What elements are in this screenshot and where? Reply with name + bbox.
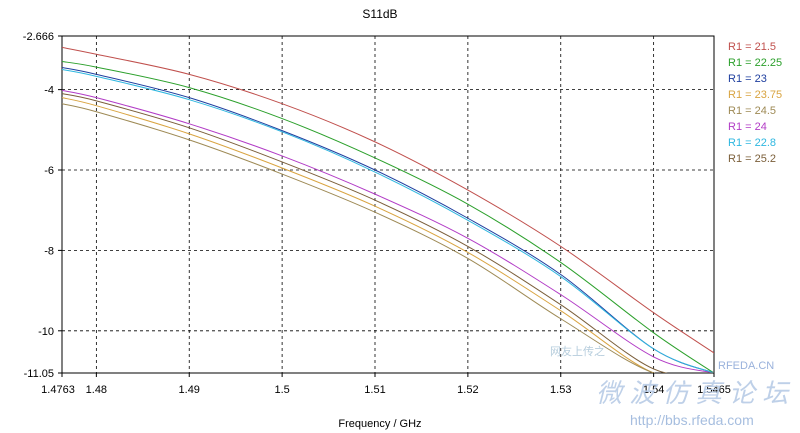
legend-entry: R1 = 23.75 bbox=[728, 89, 782, 101]
series-line-6 bbox=[62, 89, 714, 373]
watermark: 网友上传之 RFEDA.CN 微 波 仿 真 论 坛 http://bbs.rf… bbox=[550, 344, 791, 428]
legend-entry: R1 = 24 bbox=[728, 121, 767, 133]
x-tick-label: 1.5465 bbox=[697, 384, 731, 396]
series-lines bbox=[62, 46, 714, 373]
x-tick-label: 1.49 bbox=[179, 384, 200, 396]
series-line-1 bbox=[62, 46, 714, 354]
y-tick-label: -11.05 bbox=[24, 368, 54, 380]
watermark-line1: 网友上传之 bbox=[550, 344, 605, 358]
y-tick-label: -6 bbox=[44, 165, 54, 177]
y-tick-label: -2.666 bbox=[23, 31, 54, 43]
y-tick-label: -8 bbox=[44, 245, 54, 257]
series-line-5 bbox=[62, 103, 714, 373]
x-tick-label: 1.48 bbox=[86, 384, 107, 396]
x-tick-label: 1.51 bbox=[364, 384, 385, 396]
x-axis-label: Frequency / GHz bbox=[338, 418, 421, 430]
x-tick-label: 1.53 bbox=[550, 384, 571, 396]
legend-entry: R1 = 23 bbox=[728, 73, 767, 85]
legend-entry: R1 = 22.25 bbox=[728, 57, 782, 69]
series-line-2 bbox=[62, 60, 714, 373]
legend-entry: R1 = 25.2 bbox=[728, 153, 776, 165]
x-axis-ticks: 1.4763 1.48 1.49 1.5 1.51 1.52 1.53 1.54 1.5465 bbox=[41, 373, 731, 396]
x-tick-label: 1.52 bbox=[457, 384, 478, 396]
series-line-7 bbox=[62, 69, 714, 373]
legend: R1 = 21.5 R1 = 22.25 R1 = 23 R1 = 23.75 R1 =… bbox=[728, 41, 782, 165]
legend-entry: R1 = 22.8 bbox=[728, 137, 776, 149]
watermark-site-tag: RFEDA.CN bbox=[718, 360, 774, 372]
y-tick-label: -4 bbox=[44, 85, 54, 97]
plot-area bbox=[61, 35, 715, 374]
legend-entry: R1 = 24.5 bbox=[728, 105, 776, 117]
y-axis-ticks: -11.05 -10 -8 -6 -4 -2.666 bbox=[23, 31, 62, 380]
x-tick-label: 1.4763 bbox=[41, 384, 75, 396]
y-tick-label: -10 bbox=[38, 326, 54, 338]
legend-entry: R1 = 21.5 bbox=[728, 41, 776, 53]
watermark-url: http://bbs.rfeda.com bbox=[630, 412, 754, 428]
chart-title: S11dB bbox=[362, 7, 397, 21]
x-tick-label: 1.54 bbox=[643, 384, 664, 396]
x-tick-label: 1.5 bbox=[274, 384, 289, 396]
series-line-4 bbox=[62, 97, 714, 373]
watermark-chinese: 微 波 仿 真 论 坛 bbox=[596, 378, 791, 408]
series-line-8 bbox=[62, 93, 714, 373]
